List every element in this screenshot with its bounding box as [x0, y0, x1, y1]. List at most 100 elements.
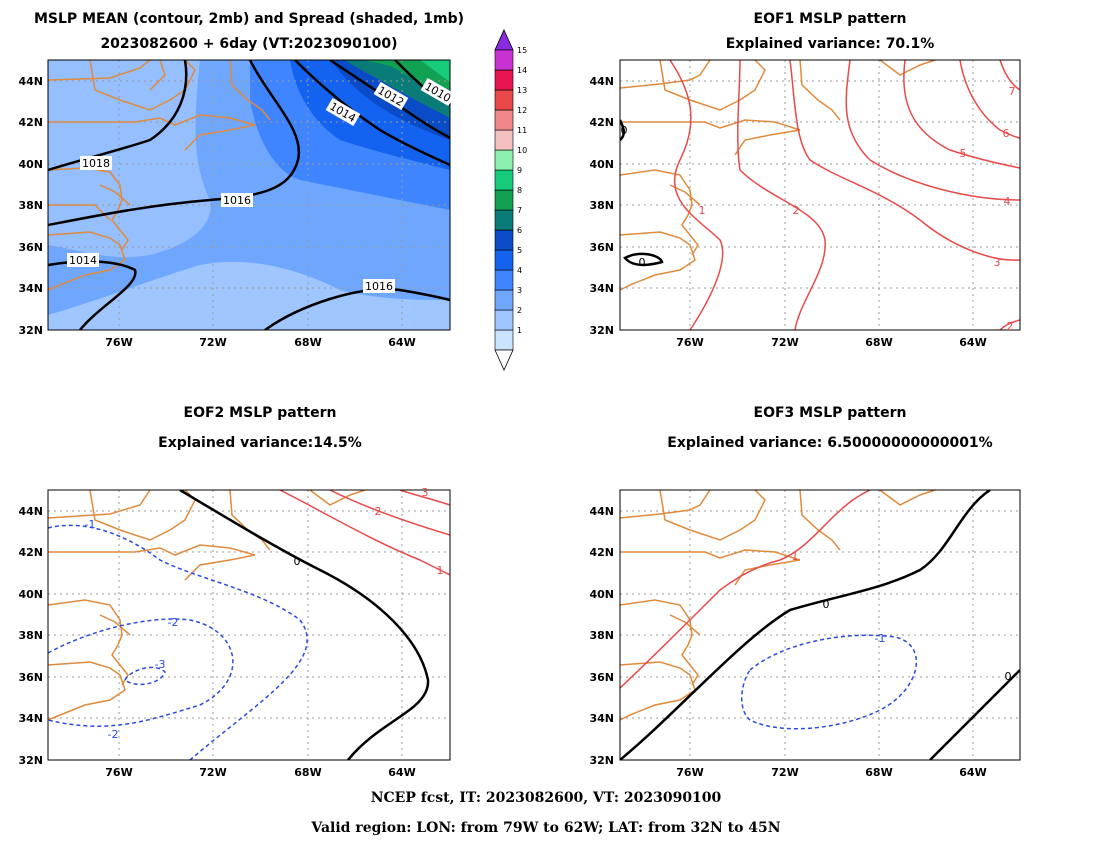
lon-ticks: 76W 72W 68W 64W	[676, 766, 986, 779]
colorbar-label: 12	[517, 106, 527, 115]
contour-labels: -1 -2 -3 -2 0 1 2 3	[85, 486, 444, 741]
colorbar-label: 5	[517, 246, 522, 255]
colorbar-label: 11	[517, 126, 527, 135]
contour-label: 7	[1009, 85, 1016, 98]
contour-label: 1	[792, 550, 799, 563]
tick-label: 32N	[589, 754, 614, 767]
contour-label: 1	[699, 204, 706, 217]
tick-label: 76W	[105, 336, 132, 349]
panel-title-line2: 2023082600 + 6day (VT:2023090100)	[100, 36, 397, 52]
panel-title-line1: EOF2 MSLP pattern	[184, 405, 337, 421]
contour-label: 1014	[69, 254, 97, 267]
tick-label: 38N	[589, 629, 614, 642]
colorbar-cell	[494, 109, 514, 131]
colorbar-cell	[494, 229, 514, 251]
panel-mean-spread: MSLP MEAN (contour, 2mb) and Spread (sha…	[18, 11, 527, 371]
tick-label: 38N	[18, 629, 43, 642]
footer-line1: NCEP fcst, IT: 2023082600, VT: 202309010…	[371, 790, 722, 806]
tick-label: 36N	[18, 671, 43, 684]
contour-label: 0	[823, 598, 830, 611]
panel-eof3: EOF3 MSLP pattern Explained variance: 6.…	[589, 405, 1021, 779]
spread-shading	[48, 60, 450, 330]
tick-label: 72W	[771, 766, 798, 779]
tick-label: 68W	[865, 766, 892, 779]
tick-label: 68W	[865, 336, 892, 349]
contour-label: 0	[621, 124, 628, 137]
contour-label: 1016	[365, 280, 393, 293]
colorbar-label: 6	[517, 226, 522, 235]
tick-label: 32N	[18, 324, 43, 337]
tick-label: 68W	[294, 336, 321, 349]
colorbar-cell	[494, 49, 514, 71]
colorbar-label: 9	[517, 166, 522, 175]
tick-label: 44N	[589, 75, 614, 88]
lat-ticks: 32N 34N 36N 38N 40N 42N 44N	[18, 75, 43, 337]
contour-label: 6	[1003, 127, 1010, 140]
tick-label: 72W	[199, 766, 226, 779]
contour-label: 2	[793, 204, 800, 217]
tick-label: 34N	[589, 282, 614, 295]
contour-label: 0	[294, 555, 301, 568]
tick-label: 42N	[589, 546, 614, 559]
contour-label: 3	[994, 256, 1001, 269]
footer-line2: Valid region: LON: from 79W to 62W; LAT:…	[310, 820, 780, 836]
lon-ticks: 76W 72W 68W 64W	[676, 336, 986, 349]
tick-label: 44N	[18, 75, 43, 88]
tick-label: 36N	[18, 241, 43, 254]
tick-label: 42N	[18, 546, 43, 559]
panel-eof1: EOF1 MSLP pattern Explained variance: 70…	[589, 11, 1021, 349]
tick-label: 32N	[589, 324, 614, 337]
tick-label: 76W	[676, 336, 703, 349]
colorbar-label: 7	[517, 206, 522, 215]
map-frame	[47, 59, 451, 331]
colorbar-cell	[494, 89, 514, 111]
contour-label: 4	[1004, 195, 1011, 208]
tick-label: 72W	[771, 336, 798, 349]
contour-label: 2	[1007, 320, 1014, 333]
colorbar-label: 14	[517, 66, 527, 75]
tick-label: 76W	[105, 766, 132, 779]
colorbar-label: 2	[517, 306, 522, 315]
contour-label: 3	[422, 486, 429, 499]
tick-label: 38N	[18, 199, 43, 212]
panel-title-line1: EOF1 MSLP pattern	[754, 11, 907, 27]
lat-ticks: 32N 34N 36N 38N 40N 42N 44N	[589, 505, 614, 767]
colorbar-cell	[494, 149, 514, 171]
contour-label: 5	[960, 147, 967, 160]
colorbar-cell	[494, 329, 514, 351]
contour-label: -2	[168, 616, 179, 629]
colorbar-label: 8	[517, 186, 522, 195]
contour-label: 0	[1005, 670, 1012, 683]
contour-label: -1	[85, 518, 96, 531]
tick-label: 34N	[18, 712, 43, 725]
tick-label: 72W	[199, 336, 226, 349]
panel-title-line2: Explained variance: 70.1%	[726, 36, 935, 52]
tick-label: 40N	[589, 588, 614, 601]
tick-label: 64W	[388, 766, 415, 779]
tick-label: 42N	[18, 116, 43, 129]
tick-label: 64W	[388, 336, 415, 349]
colorbar-cell	[494, 129, 514, 151]
colorbar-cell	[494, 169, 514, 191]
contour-label: 0	[639, 256, 646, 269]
lat-ticks: 32N 34N 36N 38N 40N 42N 44N	[589, 75, 614, 337]
tick-label: 76W	[676, 766, 703, 779]
contour-label: 1	[437, 564, 444, 577]
panel-title-line2: Explained variance:14.5%	[158, 435, 362, 451]
colorbar-label: 15	[517, 46, 527, 55]
colorbar-label: 13	[517, 86, 527, 95]
tick-label: 42N	[589, 116, 614, 129]
tick-label: 38N	[589, 199, 614, 212]
colorbar-cell	[494, 69, 514, 91]
panel-eof2: EOF2 MSLP pattern Explained variance:14.…	[18, 405, 451, 779]
colorbar-label: 10	[517, 146, 527, 155]
contour-label: 1018	[82, 157, 110, 170]
contour-label: 2	[375, 505, 382, 518]
colorbar-cell	[494, 309, 514, 331]
tick-label: 68W	[294, 766, 321, 779]
contour-label: -1	[875, 632, 886, 645]
contour-labels: 1 0 -1 0	[792, 550, 1012, 683]
tick-label: 40N	[18, 158, 43, 171]
colorbar-cell	[494, 249, 514, 271]
